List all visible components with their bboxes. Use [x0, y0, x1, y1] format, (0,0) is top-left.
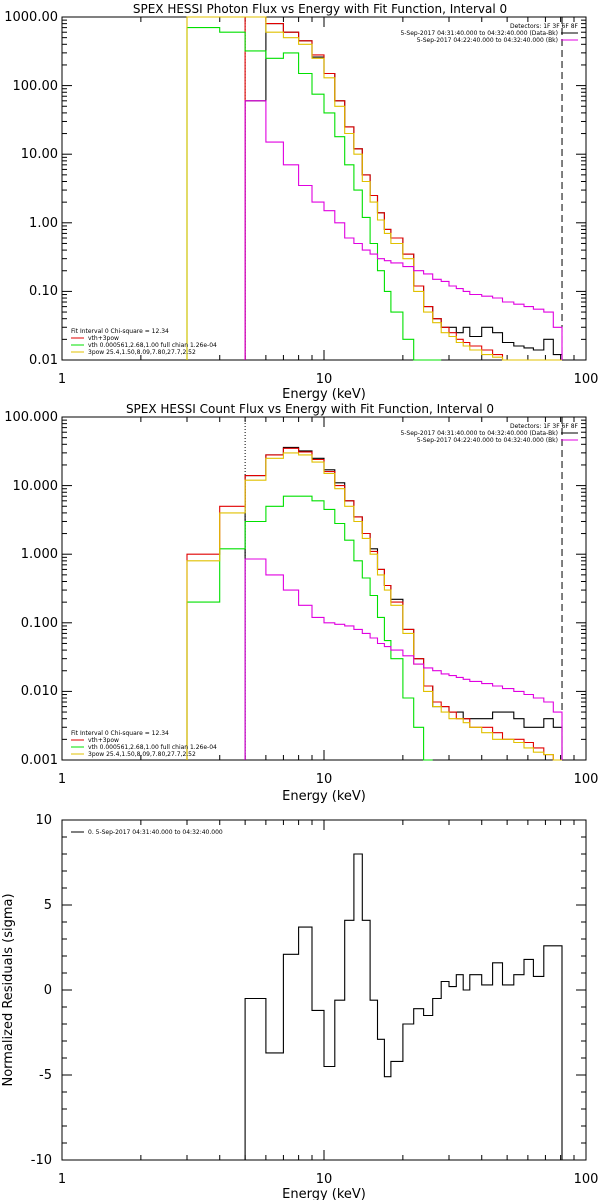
count-flux-ytick-label: 1.000	[21, 547, 58, 562]
count-flux-fit-label: vth+3pow	[88, 737, 119, 744]
series-line-2	[186, 27, 442, 361]
photon-flux-ytick-label: 100.00	[13, 79, 59, 94]
photon-flux-xlabel: Energy (keV)	[282, 387, 366, 402]
residuals-ytick-label: 0	[44, 983, 52, 998]
count-flux-xticklabels: 1 10 100	[58, 772, 599, 787]
series-line-3	[186, 452, 562, 761]
photon-flux-series	[186, 16, 563, 361]
residuals-legend: 0. 5-Sep-2017 04:31:40.000 to 04:32:40.0…	[71, 829, 223, 836]
residuals-panel: -10 -5 0 5 10 1 10 100 Energy (keV) Norm…	[1, 813, 598, 1200]
residuals-xtick-label: 100	[574, 1172, 599, 1187]
photon-flux-ytick-label: 0.01	[29, 353, 58, 368]
photon-flux-chi-square-label: Fit Interval 0 Chi-square = 12.34	[71, 328, 169, 335]
count-flux-vth-label: vth 0.000561,2.68,1.00 full chian 1.26e-…	[88, 744, 217, 751]
photon-flux-title: SPEX HESSI Photon Flux vs Energy with Fi…	[133, 2, 507, 16]
count-flux-ytick-label: 0.001	[21, 753, 58, 768]
count-flux-xtick-label: 1	[58, 772, 66, 787]
count-flux-xtick-label: 100	[574, 772, 599, 787]
count-flux-ytick-label: 0.010	[21, 684, 58, 699]
photon-flux-xtick-label: 10	[316, 372, 333, 387]
count-flux-xlabel: Energy (keV)	[282, 789, 366, 804]
count-flux-ytick-label: 10.000	[13, 479, 59, 494]
photon-flux-legend-topright: Detectors: 1F 3F 6F 8F 5-Sep-2017 04:31:…	[400, 23, 578, 44]
photon-flux-xticklabels: 1 10 100	[58, 372, 599, 387]
count-flux-title: SPEX HESSI Count Flux vs Energy with Fit…	[126, 402, 494, 416]
residuals-ytick-label: -5	[39, 1068, 52, 1083]
residuals-frame	[61, 819, 587, 1161]
count-flux-xtick-label: 10	[316, 772, 333, 787]
series-line-1	[186, 447, 562, 761]
series-line-0	[244, 23, 563, 360]
count-flux-legend-fit: Fit Interval 0 Chi-square = 12.34 vth+3p…	[71, 730, 217, 758]
count-flux-chi-square-label: Fit Interval 0 Chi-square = 12.34	[71, 730, 169, 737]
residuals-series	[244, 853, 563, 1160]
photon-flux-ytick-label: 1000.00	[4, 10, 58, 25]
series-line-4	[244, 558, 563, 760]
residuals-xticklabels: 1 10 100	[58, 1172, 599, 1187]
photon-flux-xtick-label: 1	[58, 372, 66, 387]
photon-flux-detectors-label: Detectors: 1F 3F 6F 8F	[510, 23, 579, 30]
count-flux-detectors-label: Detectors: 1F 3F 6F 8F	[510, 423, 579, 430]
count-flux-legend-data-label: 5-Sep-2017 04:31:40.000 to 04:32:40.000 …	[400, 430, 558, 437]
series-line-1	[244, 16, 562, 361]
photon-flux-legend-bk-label: 5-Sep-2017 04:22:40.000 to 04:32:40.000 …	[417, 37, 558, 44]
count-flux-grid	[61, 416, 586, 761]
series-line-4	[244, 100, 563, 360]
photon-flux-legend-fit: Fit Interval 0 Chi-square = 12.34 vth+3p…	[71, 328, 217, 356]
photon-flux-3pow-label: 3pow 25.4,1.50,8.09,7.80,27.7,2.52	[88, 349, 196, 356]
count-flux-panel: SPEX HESSI Count Flux vs Energy with Fit…	[4, 402, 598, 804]
count-flux-legend-bk-label: 5-Sep-2017 04:22:40.000 to 04:32:40.000 …	[417, 437, 558, 444]
photon-flux-ytick-label: 0.10	[29, 284, 58, 299]
residuals-ylabel: Normalized Residuals (sigma)	[1, 893, 16, 1086]
photon-flux-panel: SPEX HESSI Photon Flux vs Energy with Fi…	[4, 2, 598, 402]
count-flux-series	[186, 446, 563, 761]
count-flux-yticklabels: 0.001 0.010 0.100 1.000 10.000 100.000	[4, 410, 58, 768]
count-flux-ytick-label: 100.000	[4, 410, 58, 425]
photon-flux-ytick-label: 10.00	[21, 147, 58, 162]
residuals-ytick-label: 5	[44, 898, 52, 913]
residuals-grid	[61, 819, 586, 1161]
series-line-3	[186, 16, 562, 361]
count-flux-vlines	[244, 417, 563, 760]
photon-flux-yticklabels: 0.01 0.10 1.00 10.00 100.00 1000.00	[4, 10, 58, 368]
count-flux-ytick-label: 0.100	[21, 616, 58, 631]
photon-flux-ytick-label: 1.00	[29, 216, 58, 231]
residuals-yticklabels: -10 -5 0 5 10	[31, 813, 52, 1168]
residuals-xtick-label: 1	[58, 1172, 66, 1187]
residuals-legend-label: 0. 5-Sep-2017 04:31:40.000 to 04:32:40.0…	[88, 829, 223, 836]
residuals-xlabel: Energy (keV)	[282, 1187, 366, 1200]
photon-flux-legend-data-label: 5-Sep-2017 04:31:40.000 to 04:32:40.000 …	[400, 30, 558, 37]
photon-flux-vth-label: vth 0.000561,2.68,1.00 full chian 1.26e-…	[88, 342, 217, 349]
photon-flux-fit-label: vth+3pow	[88, 335, 119, 342]
residuals-ytick-label: 10	[35, 813, 52, 828]
count-flux-3pow-label: 3pow 25.4,1.50,8.09,7.80,27.7,2.52	[88, 751, 196, 758]
photon-flux-xtick-label: 100	[574, 372, 599, 387]
count-flux-legend-topright: Detectors: 1F 3F 6F 8F 5-Sep-2017 04:31:…	[400, 423, 578, 444]
series-line-2	[186, 495, 433, 761]
residuals-xtick-label: 10	[316, 1172, 333, 1187]
residuals-ytick-label: -10	[31, 1153, 52, 1168]
photon-flux-vlines	[244, 17, 563, 360]
series-line-0	[244, 446, 563, 760]
series-line-0	[244, 853, 563, 1160]
